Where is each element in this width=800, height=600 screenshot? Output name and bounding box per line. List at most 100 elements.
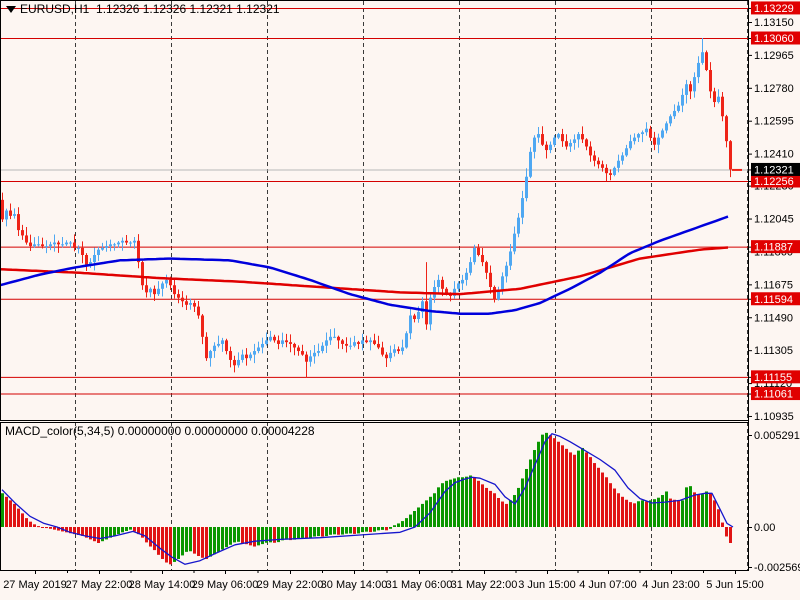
price-level-box-label: 1.11594 — [754, 294, 793, 306]
macd-axis-label: 0.00 — [754, 522, 775, 534]
fast-ma-line — [0, 215, 729, 315]
price-tick-label: 1.13150 — [754, 17, 794, 29]
macd-histogram-bar — [221, 527, 224, 550]
macd-histogram-bar — [557, 441, 560, 527]
price-tick-label: 1.11305 — [754, 345, 793, 357]
candle-body — [333, 336, 336, 338]
candle-body — [709, 70, 712, 92]
macd-histogram-bar — [689, 486, 692, 527]
candle-body — [525, 176, 528, 199]
candle-body — [457, 283, 460, 289]
candle-body — [645, 128, 648, 133]
macd-histogram-bar — [589, 457, 592, 527]
candle-body — [381, 347, 384, 355]
macd-histogram-bar — [605, 477, 608, 527]
candle-body — [85, 255, 88, 266]
macd-histogram-bar — [337, 527, 340, 535]
candle-body — [253, 351, 256, 355]
macd-histogram-bar — [485, 487, 488, 527]
macd-histogram-bar — [345, 527, 348, 534]
macd-histogram-bar — [373, 527, 376, 532]
macd-histogram-bar — [625, 499, 628, 527]
price-level-box — [751, 31, 800, 45]
macd-histogram-bar — [85, 527, 88, 538]
macd-histogram-bar — [157, 527, 160, 555]
candle-body — [569, 142, 572, 147]
macd-histogram-bar — [497, 497, 500, 527]
candle-body — [45, 246, 48, 248]
candle-body — [641, 132, 644, 135]
candle-body — [161, 283, 164, 289]
candle-body — [73, 242, 76, 248]
candle-body — [133, 240, 136, 243]
macd-histogram-bar — [721, 522, 724, 527]
candle-body — [589, 146, 592, 156]
macd-histogram-bar — [525, 468, 528, 527]
macd-histogram-bar — [313, 527, 316, 537]
macd-histogram-bar — [137, 527, 140, 535]
macd-histogram-bar — [117, 527, 120, 535]
candle-body — [321, 345, 324, 352]
macd-histogram-bar — [565, 448, 568, 527]
macd-histogram-bar — [281, 527, 284, 541]
macd-histogram-bar — [461, 477, 464, 527]
macd-histogram-bar — [561, 445, 564, 527]
macd-histogram-bar — [45, 527, 48, 529]
candle-body — [485, 262, 488, 273]
price-level-box — [751, 162, 800, 176]
candle-body — [273, 336, 276, 341]
time-axis-label: 29 May 06:00 — [192, 579, 259, 591]
candle-body — [677, 105, 680, 111]
macd-histogram-bar — [249, 527, 252, 546]
candle-body — [453, 288, 456, 296]
macd-histogram-bar — [725, 527, 728, 537]
candle-body — [713, 91, 716, 103]
candle-body — [301, 351, 304, 355]
candle-body — [533, 137, 536, 152]
candle-body — [377, 343, 380, 348]
macd-histogram-bar — [453, 478, 456, 527]
candle-body — [5, 210, 8, 220]
candle-body — [141, 262, 144, 286]
macd-histogram-bar — [361, 527, 364, 533]
macd-histogram-bar — [285, 527, 288, 540]
macd-histogram-bar — [669, 498, 672, 527]
macd-signal-line — [1, 433, 734, 565]
macd-histogram-bar — [13, 503, 16, 527]
candle-body — [245, 354, 248, 359]
macd-values: 0.00000000 0.00000000 0.00004228 — [117, 424, 315, 438]
macd-histogram-bar — [409, 514, 412, 527]
candle-body — [597, 160, 600, 165]
macd-name: MACD_color(5,34,5) — [5, 424, 115, 438]
time-axis-label: 30 May 14:00 — [321, 579, 388, 591]
macd-histogram-bar — [501, 501, 504, 527]
candle-body — [441, 279, 444, 289]
price-level-box — [751, 174, 800, 188]
symbol-dropdown-icon[interactable] — [6, 6, 16, 13]
macd-histogram-bar — [225, 527, 228, 548]
macd-histogram-bar — [53, 527, 56, 530]
macd-histogram-bar — [437, 487, 440, 527]
macd-histogram-bar — [153, 527, 156, 551]
candle-body — [629, 141, 632, 149]
macd-histogram-bar — [365, 527, 368, 532]
macd-histogram-bar — [73, 527, 76, 535]
macd-histogram-bar — [445, 480, 448, 527]
macd-histogram-bar — [181, 527, 184, 556]
candle-body — [509, 251, 512, 266]
candle-body — [185, 301, 188, 305]
macd-histogram-bar — [633, 503, 636, 527]
candle-body — [57, 242, 60, 245]
candle-body — [221, 340, 224, 344]
macd-histogram-bar — [133, 527, 136, 532]
macd-histogram-bar — [657, 497, 660, 527]
macd-histogram-bar — [581, 447, 584, 527]
macd-histogram-bar — [553, 438, 556, 527]
macd-histogram-bar — [9, 500, 12, 527]
macd-histogram-bar — [457, 477, 460, 527]
macd-histogram-bar — [325, 527, 328, 537]
macd-histogram-bar — [141, 527, 144, 538]
candle-body — [125, 240, 128, 243]
candle-body — [281, 340, 284, 344]
